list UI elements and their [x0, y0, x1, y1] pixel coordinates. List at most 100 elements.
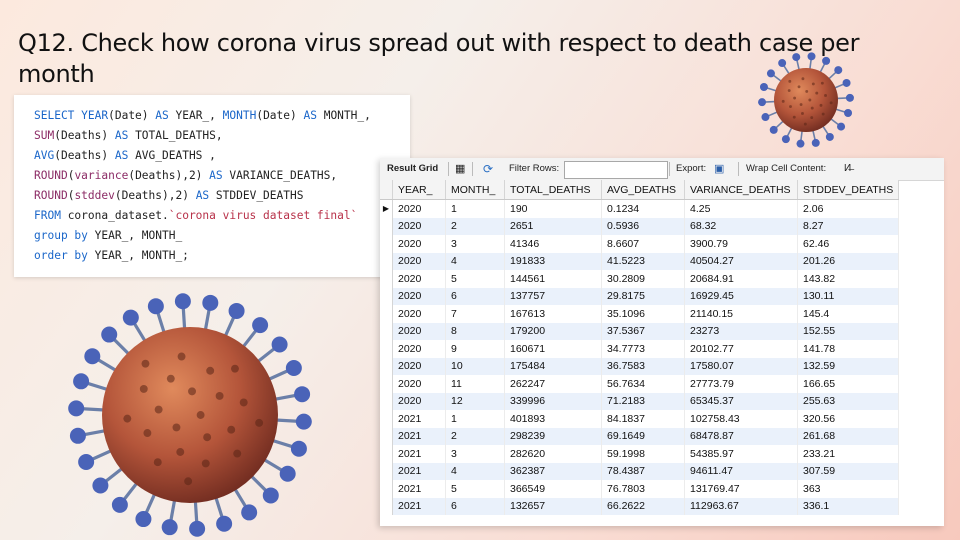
table-row[interactable]: 2020 8 179200 37.5367 23273 152.55: [380, 322, 900, 340]
cell-avg-deaths[interactable]: 0.1234: [601, 199, 685, 218]
cell-variance-deaths[interactable]: 21140.15: [684, 305, 798, 323]
column-header-avg-deaths[interactable]: AVG_DEATHS: [601, 180, 685, 200]
refresh-icon[interactable]: ⟳: [483, 162, 494, 176]
cell-avg-deaths[interactable]: 69.1649: [601, 427, 685, 445]
cell-year[interactable]: 2021: [392, 462, 446, 480]
cell-year[interactable]: 2020: [392, 375, 446, 393]
row-header[interactable]: [380, 480, 393, 498]
cell-variance-deaths[interactable]: 3900.79: [684, 235, 798, 253]
cell-stddev-deaths[interactable]: 145.4: [797, 305, 900, 323]
cell-total-deaths[interactable]: 262247: [504, 375, 602, 393]
cell-month[interactable]: 2: [445, 427, 505, 445]
cell-variance-deaths[interactable]: 17580.07: [684, 357, 798, 375]
cell-year[interactable]: 2021: [392, 497, 446, 515]
cell-total-deaths[interactable]: 366549: [504, 480, 602, 498]
table-row[interactable]: 2020 11 262247 56.7634 27773.79 166.65: [380, 375, 900, 393]
table-row[interactable]: 2020 4 191833 41.5223 40504.27 201.26: [380, 252, 900, 270]
cell-year[interactable]: 2020: [392, 199, 446, 218]
column-header-month[interactable]: MONTH_: [445, 180, 505, 200]
cell-month[interactable]: 6: [445, 287, 505, 305]
row-header[interactable]: [380, 340, 393, 358]
row-header[interactable]: [380, 217, 393, 235]
cell-year[interactable]: 2021: [392, 410, 446, 428]
cell-stddev-deaths[interactable]: 130.11: [797, 287, 900, 305]
cell-month[interactable]: 1: [445, 199, 505, 218]
row-header[interactable]: [380, 392, 393, 410]
table-row[interactable]: 2021 6 132657 66.2622 112963.67 336.1: [380, 497, 900, 515]
cell-year[interactable]: 2020: [392, 392, 446, 410]
cell-variance-deaths[interactable]: 23273: [684, 322, 798, 340]
column-header-total-deaths[interactable]: TOTAL_DEATHS: [504, 180, 602, 200]
table-row[interactable]: 2020 10 175484 36.7583 17580.07 132.59: [380, 357, 900, 375]
cell-variance-deaths[interactable]: 131769.47: [684, 480, 798, 498]
row-header[interactable]: [380, 445, 393, 463]
cell-stddev-deaths[interactable]: 233.21: [797, 445, 900, 463]
column-header-year[interactable]: YEAR_: [392, 180, 446, 200]
cell-month[interactable]: 7: [445, 305, 505, 323]
cell-stddev-deaths[interactable]: 8.27: [797, 217, 900, 235]
cell-year[interactable]: 2020: [392, 235, 446, 253]
table-row[interactable]: 2020 9 160671 34.7773 20102.77 141.78: [380, 340, 900, 358]
cell-stddev-deaths[interactable]: 132.59: [797, 357, 900, 375]
table-row[interactable]: 2020 3 41346 8.6607 3900.79 62.46: [380, 235, 900, 253]
cell-avg-deaths[interactable]: 76.7803: [601, 480, 685, 498]
cell-total-deaths[interactable]: 144561: [504, 270, 602, 288]
cell-stddev-deaths[interactable]: 141.78: [797, 340, 900, 358]
cell-avg-deaths[interactable]: 36.7583: [601, 357, 685, 375]
cell-total-deaths[interactable]: 179200: [504, 322, 602, 340]
cell-year[interactable]: 2021: [392, 445, 446, 463]
wrap-cell-icon[interactable]: И̶: [844, 163, 852, 174]
cell-avg-deaths[interactable]: 41.5223: [601, 252, 685, 270]
cell-stddev-deaths[interactable]: 307.59: [797, 462, 900, 480]
cell-variance-deaths[interactable]: 20102.77: [684, 340, 798, 358]
result-grid-tab[interactable]: Result Grid: [387, 163, 439, 174]
cell-stddev-deaths[interactable]: 143.82: [797, 270, 900, 288]
cell-stddev-deaths[interactable]: 255.63: [797, 392, 900, 410]
cell-avg-deaths[interactable]: 37.5367: [601, 322, 685, 340]
cell-total-deaths[interactable]: 41346: [504, 235, 602, 253]
cell-variance-deaths[interactable]: 27773.79: [684, 375, 798, 393]
cell-month[interactable]: 4: [445, 462, 505, 480]
row-header[interactable]: ▶: [380, 199, 393, 218]
cell-variance-deaths[interactable]: 4.25: [684, 199, 798, 218]
cell-avg-deaths[interactable]: 78.4387: [601, 462, 685, 480]
row-header[interactable]: [380, 462, 393, 480]
cell-stddev-deaths[interactable]: 320.56: [797, 410, 900, 428]
cell-total-deaths[interactable]: 2651: [504, 217, 602, 235]
cell-year[interactable]: 2020: [392, 287, 446, 305]
table-row[interactable]: 2021 2 298239 69.1649 68478.87 261.68: [380, 427, 900, 445]
table-row[interactable]: 2020 7 167613 35.1096 21140.15 145.4: [380, 305, 900, 323]
cell-total-deaths[interactable]: 167613: [504, 305, 602, 323]
cell-stddev-deaths[interactable]: 166.65: [797, 375, 900, 393]
cell-total-deaths[interactable]: 132657: [504, 497, 602, 515]
table-row[interactable]: 2021 1 401893 84.1837 102758.43 320.56: [380, 410, 900, 428]
row-header[interactable]: [380, 287, 393, 305]
cell-month[interactable]: 2: [445, 217, 505, 235]
table-row[interactable]: 2021 3 282620 59.1998 54385.97 233.21: [380, 445, 900, 463]
cell-year[interactable]: 2020: [392, 340, 446, 358]
cell-variance-deaths[interactable]: 20684.91: [684, 270, 798, 288]
cell-stddev-deaths[interactable]: 62.46: [797, 235, 900, 253]
row-header[interactable]: [380, 410, 393, 428]
cell-avg-deaths[interactable]: 35.1096: [601, 305, 685, 323]
cell-stddev-deaths[interactable]: 261.68: [797, 427, 900, 445]
table-row[interactable]: 2021 5 366549 76.7803 131769.47 363: [380, 480, 900, 498]
cell-variance-deaths[interactable]: 54385.97: [684, 445, 798, 463]
cell-month[interactable]: 5: [445, 270, 505, 288]
row-header[interactable]: [380, 322, 393, 340]
cell-total-deaths[interactable]: 190: [504, 199, 602, 218]
cell-avg-deaths[interactable]: 29.8175: [601, 287, 685, 305]
row-header[interactable]: [380, 427, 393, 445]
cell-total-deaths[interactable]: 298239: [504, 427, 602, 445]
cell-total-deaths[interactable]: 339996: [504, 392, 602, 410]
cell-year[interactable]: 2020: [392, 357, 446, 375]
cell-avg-deaths[interactable]: 30.2809: [601, 270, 685, 288]
cell-year[interactable]: 2020: [392, 252, 446, 270]
cell-total-deaths[interactable]: 191833: [504, 252, 602, 270]
table-row[interactable]: 2020 12 339996 71.2183 65345.37 255.63: [380, 392, 900, 410]
cell-total-deaths[interactable]: 362387: [504, 462, 602, 480]
table-row[interactable]: ▶ 2020 1 190 0.1234 4.25 2.06: [380, 199, 900, 218]
cell-month[interactable]: 3: [445, 235, 505, 253]
cell-variance-deaths[interactable]: 68.32: [684, 217, 798, 235]
cell-variance-deaths[interactable]: 16929.45: [684, 287, 798, 305]
